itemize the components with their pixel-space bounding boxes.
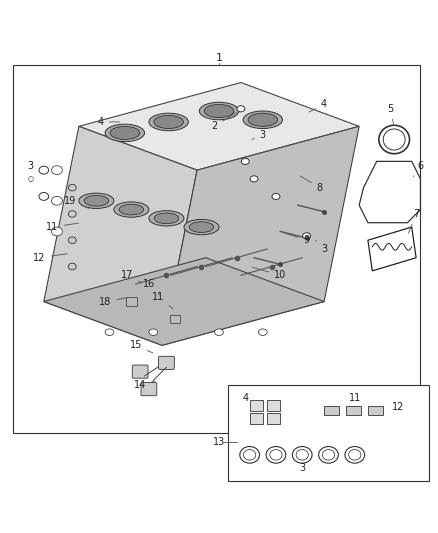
Ellipse shape — [184, 220, 219, 235]
Text: 12: 12 — [33, 253, 67, 263]
Ellipse shape — [292, 447, 312, 463]
Ellipse shape — [149, 113, 188, 131]
Bar — [368, 406, 383, 415]
Ellipse shape — [318, 447, 338, 463]
Text: 4: 4 — [242, 393, 248, 403]
Text: 12: 12 — [392, 402, 405, 411]
Bar — [170, 314, 180, 324]
Ellipse shape — [189, 222, 214, 232]
Ellipse shape — [349, 449, 361, 460]
Polygon shape — [162, 126, 359, 345]
Text: 16: 16 — [143, 279, 160, 295]
Text: 7: 7 — [408, 209, 419, 233]
Ellipse shape — [204, 104, 234, 118]
Text: 11: 11 — [152, 292, 173, 309]
Text: 4: 4 — [309, 100, 327, 112]
Ellipse shape — [266, 447, 286, 463]
Bar — [346, 406, 361, 415]
Ellipse shape — [149, 211, 184, 226]
Ellipse shape — [258, 329, 267, 335]
Ellipse shape — [215, 329, 223, 335]
Text: ○: ○ — [28, 176, 34, 182]
Ellipse shape — [243, 111, 283, 128]
Text: 11: 11 — [349, 393, 361, 403]
Ellipse shape — [345, 447, 364, 463]
Text: 3: 3 — [28, 161, 34, 171]
Bar — [267, 400, 280, 411]
Text: 19: 19 — [64, 196, 89, 208]
Ellipse shape — [303, 233, 311, 239]
Text: 15: 15 — [130, 341, 153, 353]
Ellipse shape — [154, 213, 179, 224]
Ellipse shape — [322, 449, 335, 460]
Ellipse shape — [105, 329, 114, 335]
Text: 13: 13 — [213, 437, 225, 447]
Ellipse shape — [241, 158, 249, 165]
FancyBboxPatch shape — [159, 356, 174, 369]
FancyBboxPatch shape — [141, 383, 157, 395]
Text: 14: 14 — [134, 379, 155, 390]
Text: 11: 11 — [46, 222, 78, 232]
Text: 5: 5 — [387, 104, 393, 124]
Ellipse shape — [237, 106, 245, 112]
Text: 9: 9 — [283, 232, 310, 245]
Text: 2: 2 — [212, 112, 237, 131]
Text: 3: 3 — [299, 463, 305, 473]
Ellipse shape — [248, 113, 278, 126]
Polygon shape — [79, 83, 359, 170]
Ellipse shape — [199, 102, 239, 120]
Text: 4: 4 — [98, 117, 120, 127]
Bar — [324, 406, 339, 415]
Bar — [267, 413, 280, 424]
Text: 10: 10 — [252, 267, 286, 280]
Ellipse shape — [110, 126, 140, 140]
Bar — [13, 65, 420, 433]
Text: 17: 17 — [121, 270, 142, 283]
Ellipse shape — [79, 193, 114, 208]
Ellipse shape — [52, 166, 63, 174]
Ellipse shape — [240, 447, 259, 463]
Text: 8: 8 — [300, 176, 323, 192]
Ellipse shape — [296, 449, 308, 460]
Text: 18: 18 — [99, 296, 129, 306]
Ellipse shape — [68, 211, 76, 217]
Bar — [126, 297, 137, 306]
Bar — [250, 400, 263, 411]
Ellipse shape — [68, 263, 76, 270]
Ellipse shape — [250, 176, 258, 182]
Ellipse shape — [114, 202, 149, 217]
Ellipse shape — [244, 449, 256, 460]
Ellipse shape — [119, 204, 144, 215]
Text: 1: 1 — [215, 53, 223, 63]
Ellipse shape — [68, 237, 76, 244]
Ellipse shape — [105, 124, 145, 142]
Ellipse shape — [154, 115, 184, 128]
Ellipse shape — [39, 166, 49, 174]
Polygon shape — [44, 126, 197, 345]
Text: 6: 6 — [413, 161, 424, 176]
Text: 3: 3 — [252, 130, 266, 140]
Polygon shape — [44, 258, 324, 345]
Ellipse shape — [52, 227, 63, 236]
Ellipse shape — [52, 197, 63, 205]
Ellipse shape — [84, 196, 109, 206]
Ellipse shape — [270, 449, 282, 460]
FancyBboxPatch shape — [132, 365, 148, 378]
Text: 3: 3 — [315, 240, 327, 254]
Ellipse shape — [39, 192, 49, 200]
Ellipse shape — [68, 184, 76, 191]
Bar — [228, 385, 429, 481]
Ellipse shape — [272, 193, 280, 199]
Ellipse shape — [149, 329, 158, 335]
Bar — [250, 413, 263, 424]
